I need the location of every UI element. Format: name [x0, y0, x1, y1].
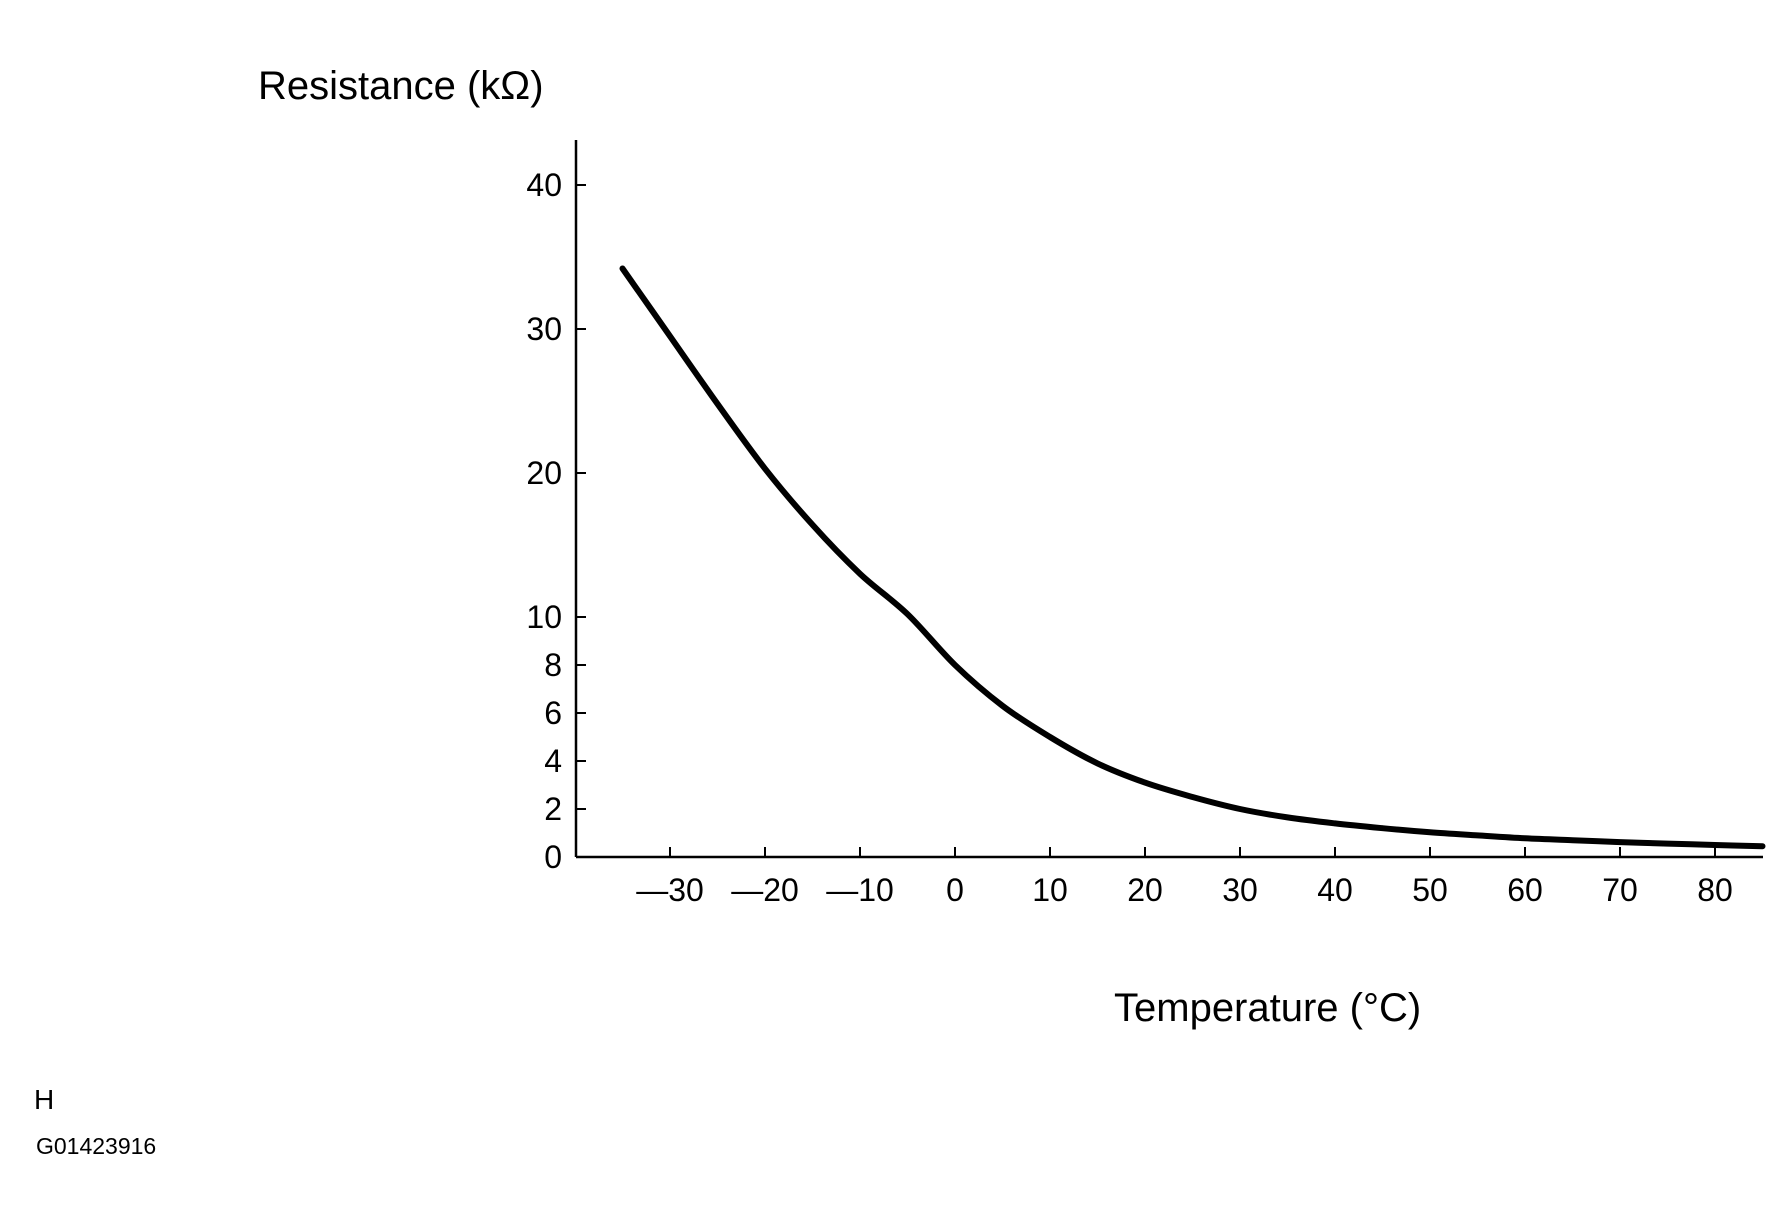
x-tick-label: —20: [731, 872, 799, 908]
y-tick-label: 30: [526, 311, 562, 347]
x-tick-label: 20: [1127, 872, 1163, 908]
y-axis-label: Resistance (kΩ): [258, 64, 544, 108]
x-tick-label: 60: [1507, 872, 1543, 908]
x-tick-label: 50: [1412, 872, 1448, 908]
x-tick-label: 80: [1697, 872, 1733, 908]
y-tick-label: 40: [526, 167, 562, 203]
tick-labels: —30 —20 —10 0 10 20 30 40 50 60 70 80 0 2 4 6 8 10 20 30 40: [526, 167, 1732, 908]
x-tick-label: 10: [1032, 872, 1068, 908]
x-axis-label: Temperature (°C): [1114, 986, 1422, 1030]
y-tick-label: 2: [544, 791, 562, 827]
y-tick-label: 10: [526, 599, 562, 635]
x-tick-label: 40: [1317, 872, 1353, 908]
x-tick-label: —10: [826, 872, 894, 908]
x-tick-label: —30: [636, 872, 704, 908]
y-tick-label: 0: [544, 839, 562, 875]
resistance-curve: [619, 265, 1766, 850]
y-tick-label: 8: [544, 647, 562, 683]
y-tick-label: 20: [526, 455, 562, 491]
y-tick-label: 4: [544, 743, 562, 779]
x-tick-label: 30: [1222, 872, 1258, 908]
x-tick-label: 70: [1602, 872, 1638, 908]
axes: [574, 140, 1763, 859]
corner-letter: H: [34, 1084, 55, 1115]
y-tick-label: 6: [544, 695, 562, 731]
tick-marks: [576, 184, 1716, 858]
x-tick-label: 0: [946, 872, 964, 908]
figure-id: G01423916: [36, 1133, 157, 1159]
